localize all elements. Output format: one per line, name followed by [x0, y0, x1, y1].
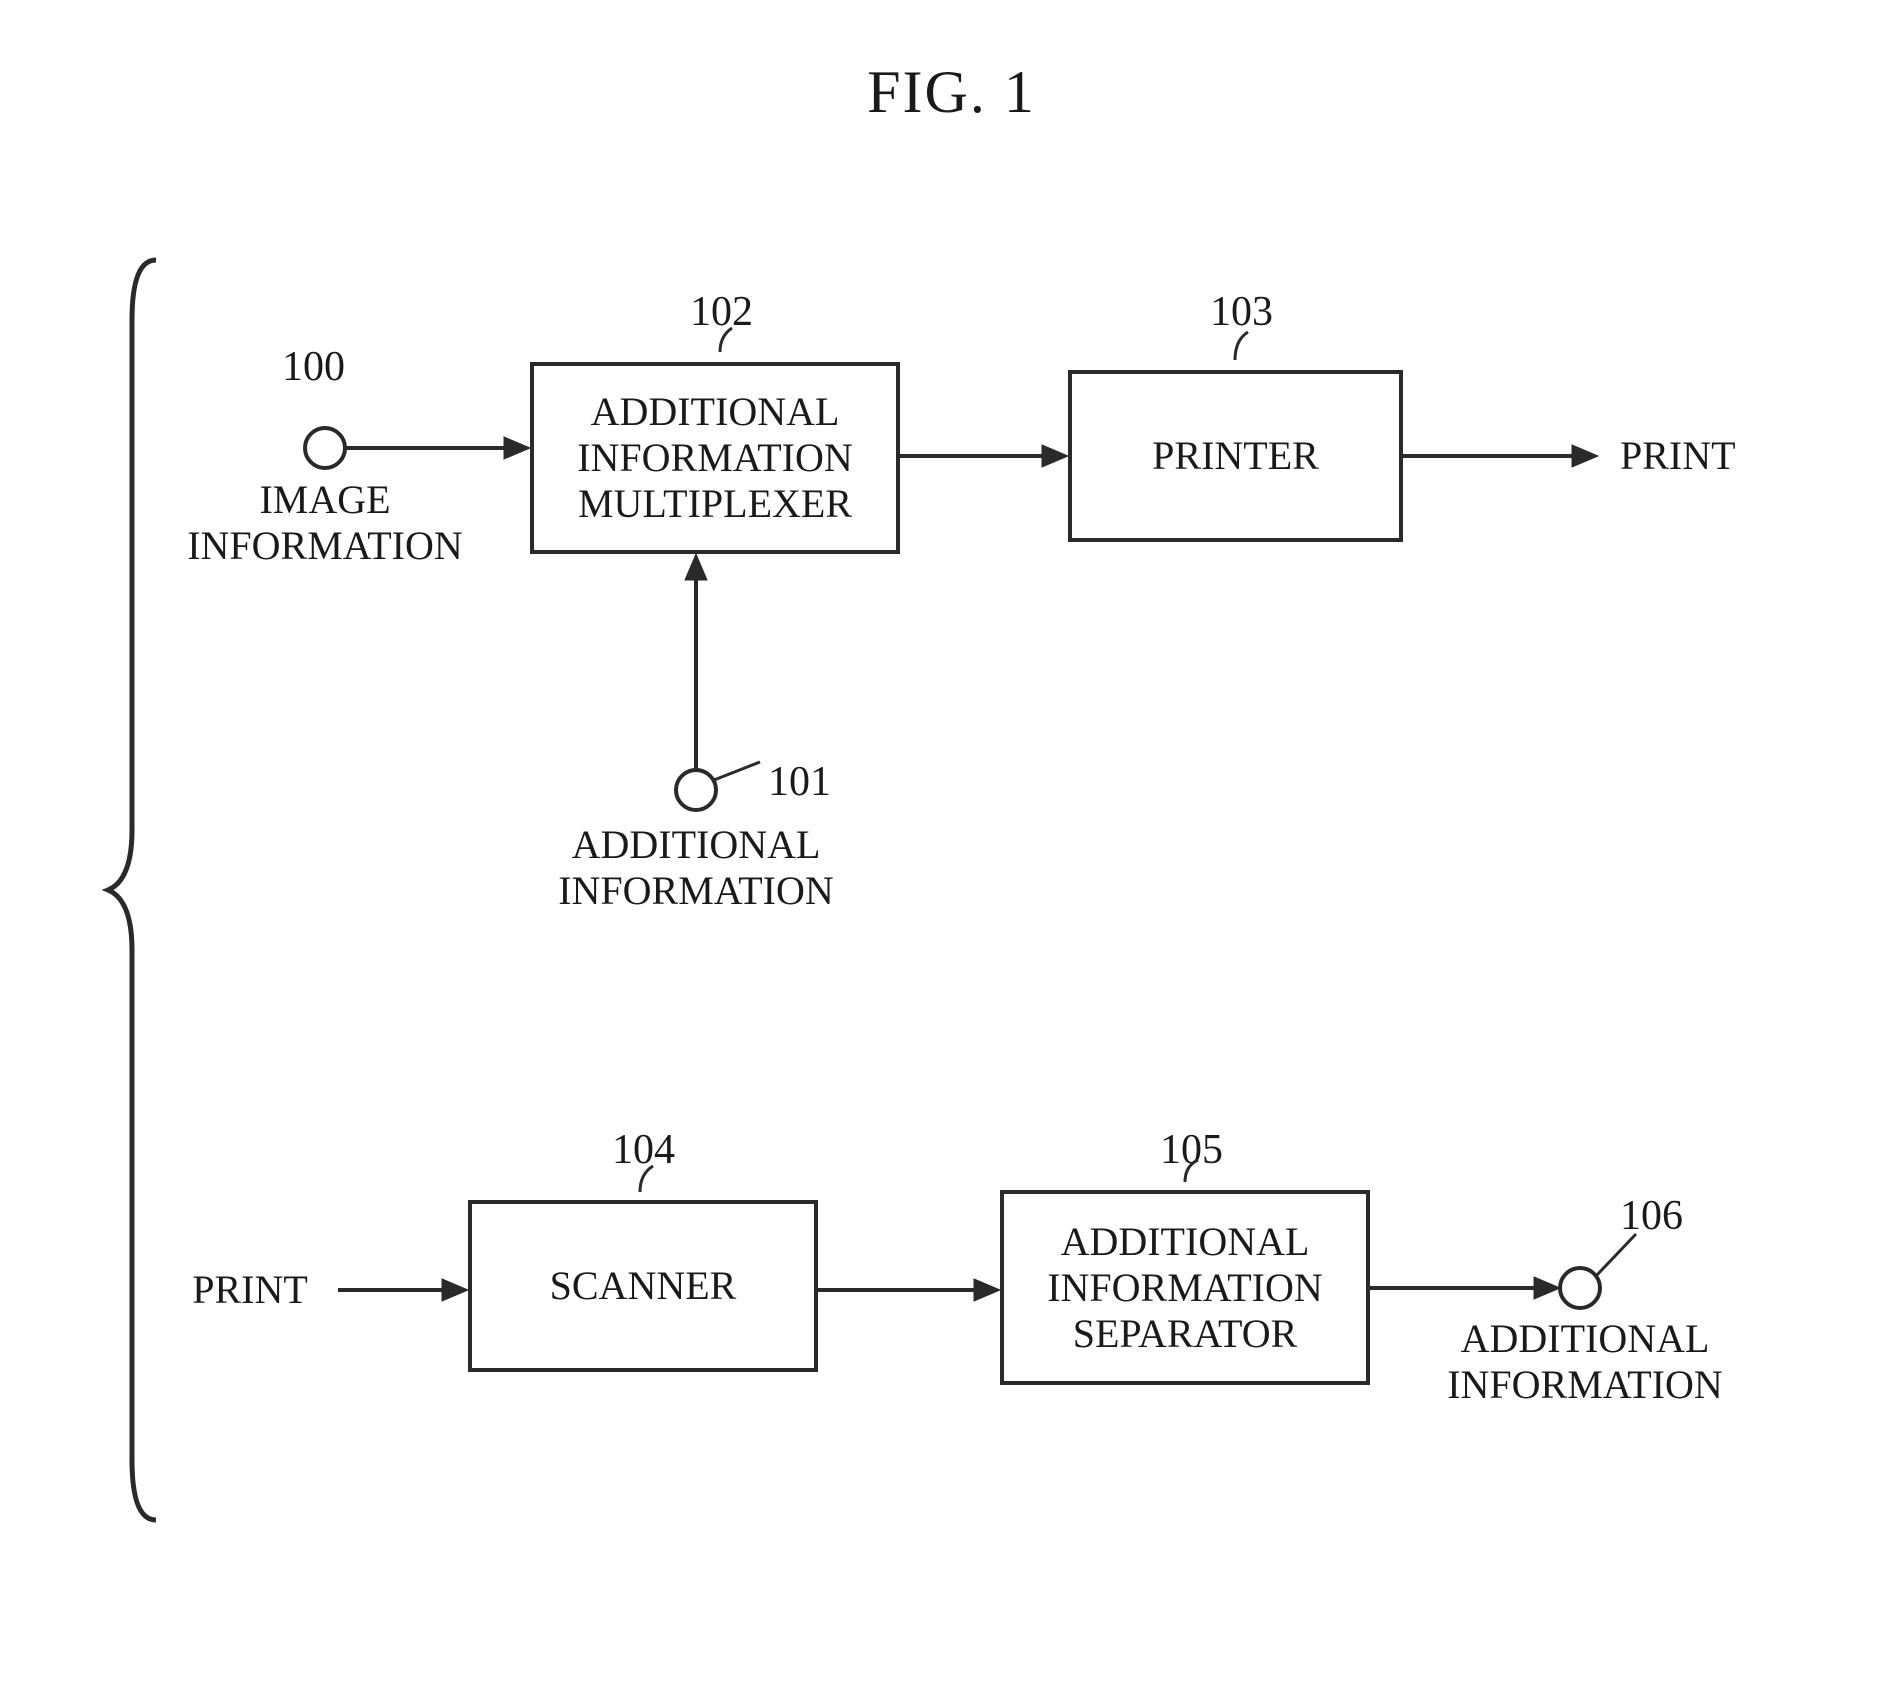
label-additional-information-in: ADDITIONAL INFORMATION [558, 822, 834, 914]
ref-105: 105 [1160, 1126, 1223, 1174]
box-scanner-label: SCANNER [550, 1263, 737, 1309]
label-image-information: IMAGE INFORMATION [187, 477, 463, 569]
box-multiplexer: ADDITIONAL INFORMATION MULTIPLEXER [530, 362, 900, 554]
ref-100: 100 [282, 343, 345, 391]
box-printer: PRINTER [1068, 370, 1403, 542]
ref-106: 106 [1620, 1192, 1683, 1240]
diagram-canvas: FIG. 1 ADDITIONAL INFORMATION MULTIPLEXE… [0, 0, 1903, 1696]
ref-101: 101 [768, 758, 831, 806]
box-scanner: SCANNER [468, 1200, 818, 1372]
label-print-in: PRINT [192, 1267, 308, 1313]
ref-104: 104 [612, 1126, 675, 1174]
ref-102: 102 [690, 288, 753, 336]
diagram-lines [0, 0, 1903, 1696]
box-multiplexer-label: ADDITIONAL INFORMATION MULTIPLEXER [542, 389, 888, 527]
ref-103: 103 [1210, 288, 1273, 336]
figure-title: FIG. 1 [867, 58, 1036, 127]
box-separator: ADDITIONAL INFORMATION SEPARATOR [1000, 1190, 1370, 1385]
box-printer-label: PRINTER [1152, 433, 1319, 479]
label-print-out: PRINT [1620, 433, 1736, 479]
box-separator-label: ADDITIONAL INFORMATION SEPARATOR [1012, 1219, 1358, 1357]
label-additional-information-out: ADDITIONAL INFORMATION [1447, 1316, 1723, 1408]
